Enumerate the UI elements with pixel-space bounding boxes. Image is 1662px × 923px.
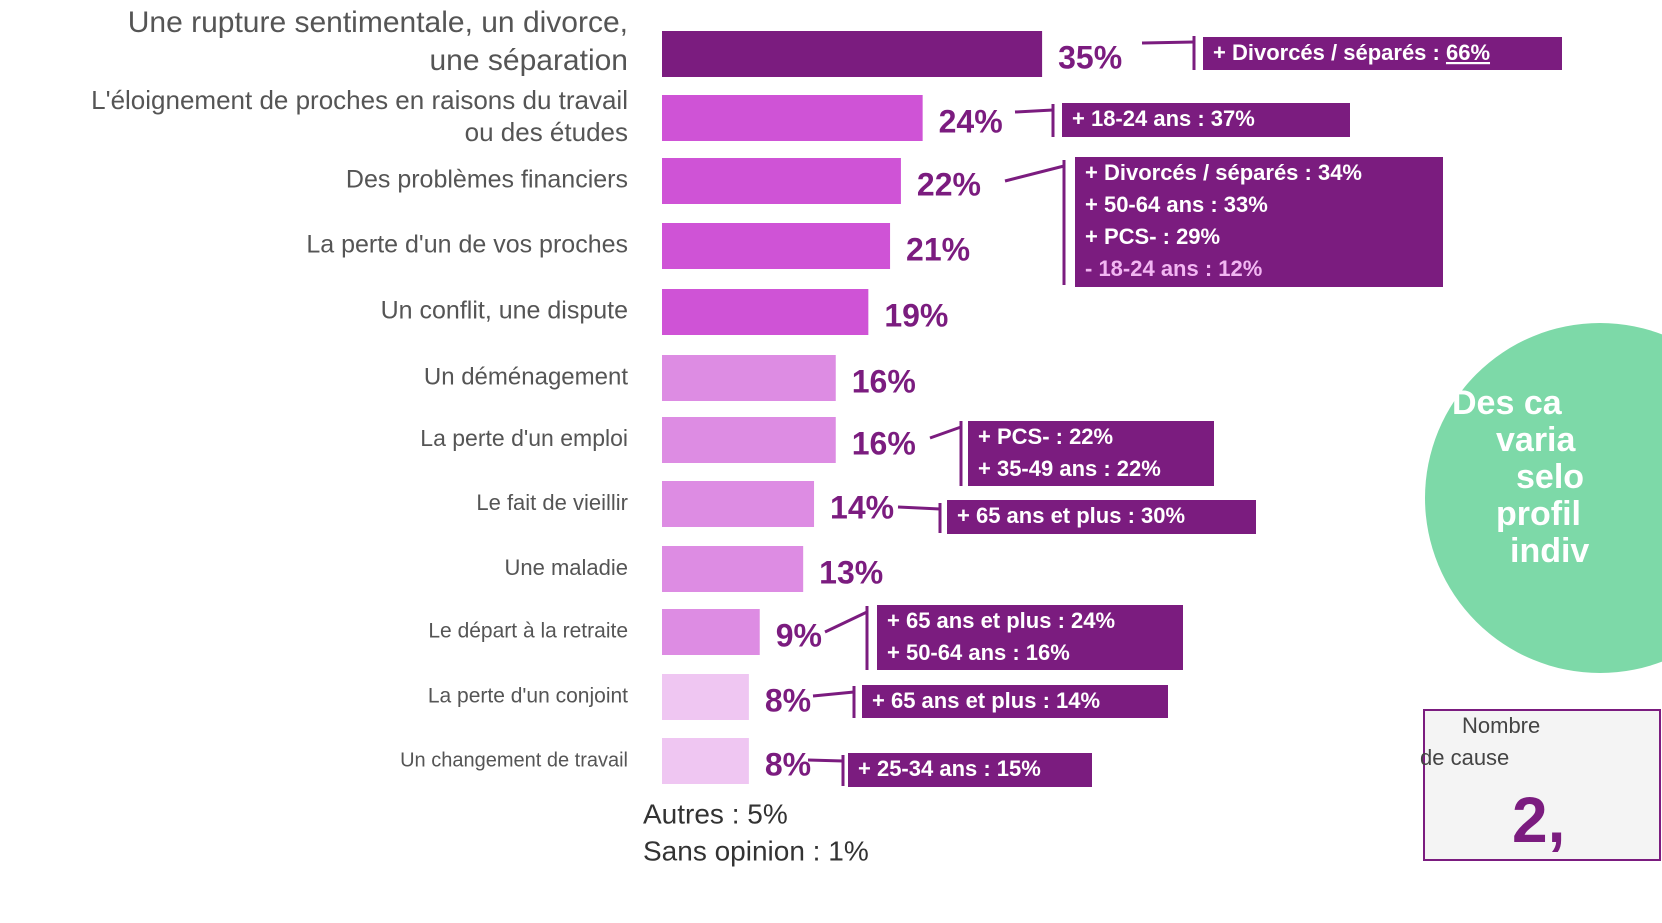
box-label: de cause xyxy=(1420,745,1509,770)
annotation-part: + Divorcés / séparés : xyxy=(1213,40,1446,65)
annotation-text: + 65 ans et plus : 24% xyxy=(887,608,1115,633)
bar xyxy=(662,609,760,655)
category-label: La perte d'un emploi xyxy=(420,425,628,451)
callout-text: selo xyxy=(1516,458,1584,496)
bar xyxy=(662,289,869,335)
annotation-box xyxy=(1203,37,1562,70)
annotation-part: - 18-24 ans : 12% xyxy=(1085,256,1262,281)
category-label: La perte d'un conjoint xyxy=(428,685,628,708)
category-label: une séparation xyxy=(430,44,629,77)
connector xyxy=(1141,40,1195,45)
callout-text: Des ca xyxy=(1452,384,1563,422)
bar xyxy=(662,95,923,141)
value-label: 19% xyxy=(884,297,948,333)
value-label: 22% xyxy=(917,166,981,202)
annotation-part: + 50-64 ans : 33% xyxy=(1085,192,1268,217)
category-label: La perte d'un de vos proches xyxy=(306,231,628,259)
box-label: Nombre xyxy=(1462,713,1540,738)
annotation-part: + 65 ans et plus : 14% xyxy=(872,688,1100,713)
value-label: 35% xyxy=(1058,39,1122,75)
value-label: 16% xyxy=(852,425,916,461)
bar xyxy=(662,223,891,269)
connector xyxy=(1014,108,1054,114)
callout-circle xyxy=(1425,323,1662,673)
connector xyxy=(1004,164,1065,183)
connector xyxy=(807,758,844,763)
footnote: Sans opinion : 1% xyxy=(643,835,869,866)
annotation-part: + 18-24 ans : 37% xyxy=(1072,106,1255,131)
category-label: Des problèmes financiers xyxy=(346,166,628,194)
footnote: Autres : 5% xyxy=(643,798,788,829)
category-label: Une maladie xyxy=(504,555,628,580)
category-label: L'éloignement de proches en raisons du t… xyxy=(91,85,628,115)
connector xyxy=(897,505,941,511)
value-label: 13% xyxy=(819,554,883,590)
annotation-box xyxy=(862,685,1168,718)
category-label: Un déménagement xyxy=(424,363,628,390)
annotation-text: + 50-64 ans : 33% xyxy=(1085,192,1268,217)
connector xyxy=(812,690,855,698)
annotation-text: + 25-34 ans : 15% xyxy=(858,756,1041,781)
annotation-part: + PCS- : 22% xyxy=(978,424,1113,449)
annotation-text: + 65 ans et plus : 14% xyxy=(872,688,1100,713)
stat-box xyxy=(1423,709,1661,861)
callout-text: varia xyxy=(1496,421,1576,459)
annotation-box xyxy=(1075,157,1443,287)
bar xyxy=(662,158,901,204)
annotation-box xyxy=(1062,103,1350,137)
annotation-text: + PCS- : 29% xyxy=(1085,224,1220,249)
bar xyxy=(662,674,749,720)
value-label: 8% xyxy=(765,682,811,718)
annotation-part: + 50-64 ans : 16% xyxy=(887,640,1070,665)
value-label: 24% xyxy=(939,103,1003,139)
annotation-part: + Divorcés / séparés : 34% xyxy=(1085,160,1362,185)
value-label: 16% xyxy=(852,363,916,399)
annotation-text: - 18-24 ans : 12% xyxy=(1085,256,1262,281)
connector xyxy=(824,610,868,634)
callout-text: profil xyxy=(1496,495,1581,533)
bar xyxy=(662,417,836,463)
value-label: 9% xyxy=(776,617,822,653)
annotation-text: + Divorcés / séparés : 66% xyxy=(1213,40,1490,65)
annotation-text: + Divorcés / séparés : 34% xyxy=(1085,160,1362,185)
annotation-box xyxy=(968,421,1214,486)
category-label: Un changement de travail xyxy=(400,749,628,771)
annotation-box xyxy=(947,500,1256,534)
annotation-text: + 50-64 ans : 16% xyxy=(887,640,1070,665)
connector xyxy=(929,425,962,440)
bar xyxy=(662,481,815,527)
category-label: Le départ à la retraite xyxy=(428,620,628,643)
category-label: ou des études xyxy=(465,117,628,147)
annotation-text: + 65 ans et plus : 30% xyxy=(957,503,1185,528)
callout-text: indiv xyxy=(1510,532,1589,570)
annotation-part: + 65 ans et plus : 30% xyxy=(957,503,1185,528)
annotation-text: + 35-49 ans : 22% xyxy=(978,456,1161,481)
bar xyxy=(662,738,749,784)
bar xyxy=(662,355,836,401)
category-label: Un conflit, une dispute xyxy=(381,297,628,325)
annotation-part: 66% xyxy=(1446,40,1490,65)
annotation-part: + PCS- : 29% xyxy=(1085,224,1220,249)
category-label: Une rupture sentimentale, un divorce, xyxy=(128,6,628,39)
annotation-box xyxy=(848,753,1092,787)
value-label: 14% xyxy=(830,489,894,525)
bar xyxy=(662,546,804,592)
annotation-box xyxy=(877,605,1183,670)
bar xyxy=(662,31,1043,77)
annotation-text: + PCS- : 22% xyxy=(978,424,1113,449)
value-label: 21% xyxy=(906,231,970,267)
category-label: Le fait de vieillir xyxy=(476,490,628,515)
box-value: 2, xyxy=(1512,784,1565,856)
value-label: 8% xyxy=(765,746,811,782)
annotation-part: + 65 ans et plus : 24% xyxy=(887,608,1115,633)
annotation-part: + 25-34 ans : 15% xyxy=(858,756,1041,781)
annotation-text: + 18-24 ans : 37% xyxy=(1072,106,1255,131)
annotation-part: + 35-49 ans : 22% xyxy=(978,456,1161,481)
